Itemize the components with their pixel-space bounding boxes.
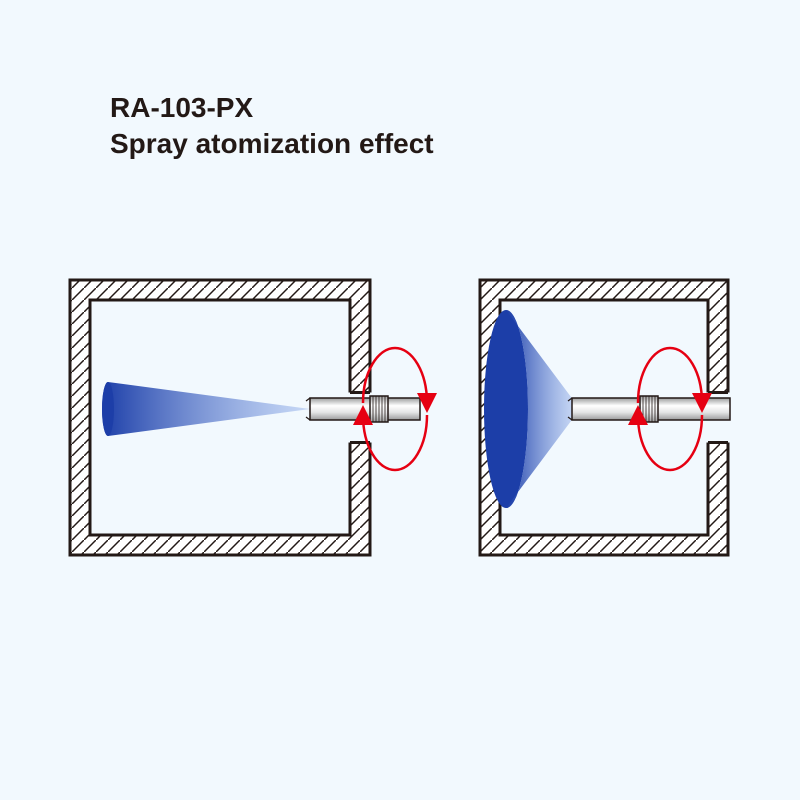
- diagram-title: RA-103-PX Spray atomization effect: [110, 90, 434, 163]
- nozzle-body: [310, 398, 420, 420]
- diagram-canvas: RA-103-PX Spray atomization effect: [0, 0, 800, 800]
- rotation-arrow-top: [363, 348, 427, 403]
- title-line-1: RA-103-PX: [110, 90, 434, 126]
- rotation-arrow-top: [638, 348, 702, 403]
- title-line-2: Spray atomization effect: [110, 126, 434, 162]
- spray-disc-face: [484, 310, 528, 508]
- spray-cone: [102, 382, 310, 436]
- rotation-arrow-bottom: [363, 415, 427, 470]
- rotation-arrow-bottom: [638, 415, 702, 470]
